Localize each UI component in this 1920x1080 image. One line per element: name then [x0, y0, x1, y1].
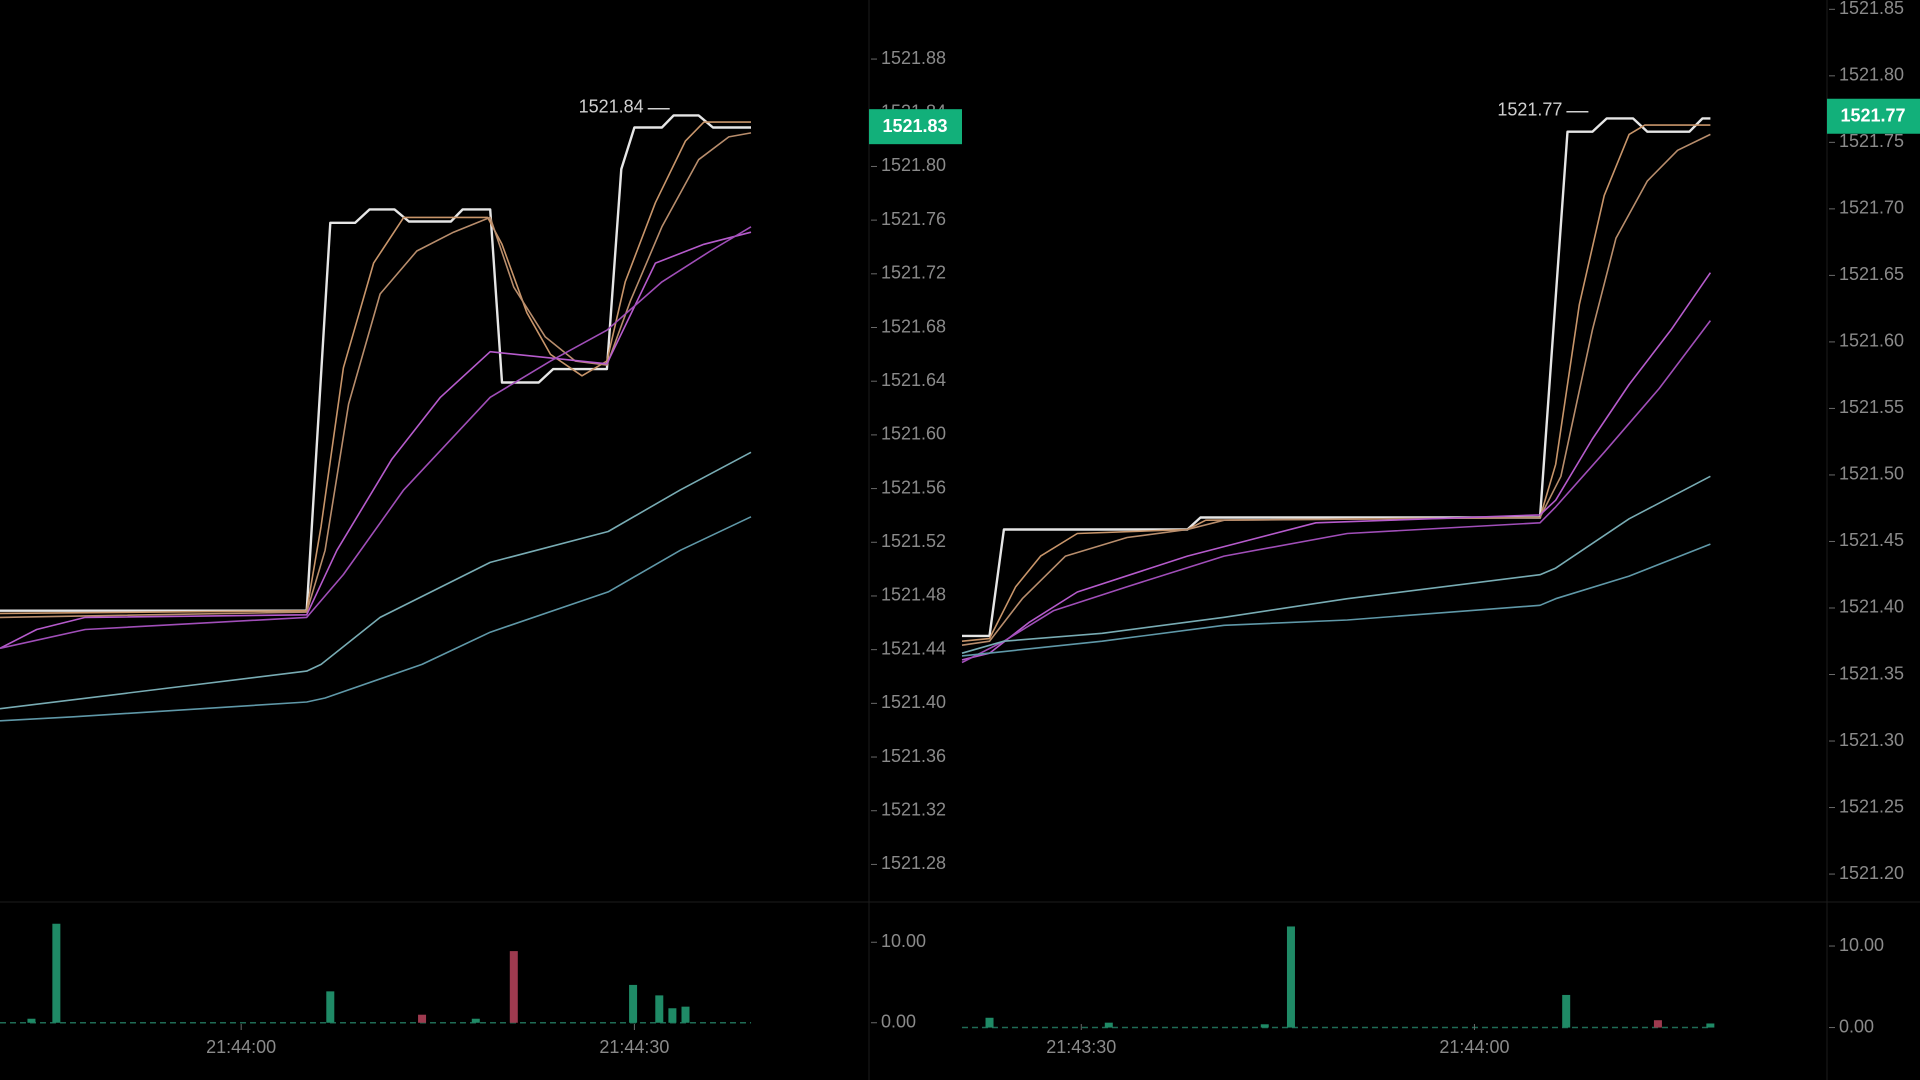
volume-bar [1562, 994, 1571, 1028]
volume-bar [1653, 1020, 1662, 1028]
last-price-box [1827, 98, 1920, 134]
volume-bar [1286, 926, 1295, 1028]
price-line [961, 543, 1711, 657]
price-line [0, 121, 751, 615]
volume-bar [681, 1006, 690, 1023]
price-line [961, 320, 1712, 664]
y-tick-label: 1521.32 [881, 799, 946, 819]
price-line [961, 475, 1711, 654]
y-tick-label: 1521.72 [881, 263, 946, 283]
volume-bar [985, 1017, 994, 1028]
y-tick-label: 1521.70 [1839, 198, 1904, 218]
y-tick-label: 1521.28 [881, 853, 946, 873]
price-line [0, 451, 752, 710]
volume-bar [509, 951, 518, 1023]
volume-tick-label: 10.00 [1839, 935, 1884, 955]
volume-bar [629, 984, 638, 1023]
volume-bar [668, 1008, 677, 1023]
x-tick-label: 21:44:00 [1439, 1037, 1509, 1057]
y-tick-label: 1521.80 [881, 155, 946, 175]
y-tick-label: 1521.76 [881, 209, 946, 229]
price-line [0, 226, 752, 650]
last-price-label: 1521.83 [882, 116, 947, 136]
last-price-label: 1521.77 [1840, 105, 1905, 125]
volume-bar [655, 995, 664, 1023]
x-tick-label: 21:43:30 [1046, 1037, 1116, 1057]
volume-bar [27, 1018, 36, 1023]
y-tick-label: 1521.56 [881, 477, 946, 497]
y-tick-label: 1521.40 [1839, 597, 1904, 617]
y-tick-label: 1521.50 [1839, 464, 1904, 484]
y-tick-label: 1521.45 [1839, 530, 1904, 550]
y-tick-label: 1521.36 [881, 746, 946, 766]
high-price-label: 1521.77 [1497, 99, 1562, 119]
y-tick-label: 1521.75 [1839, 131, 1904, 151]
y-tick-label: 1521.44 [881, 638, 946, 658]
volume-tick-label: 0.00 [881, 1012, 916, 1032]
y-tick-label: 1521.35 [1839, 663, 1904, 683]
y-tick-label: 1521.30 [1839, 730, 1904, 750]
y-tick-label: 1521.48 [881, 585, 946, 605]
y-tick-label: 1521.88 [881, 48, 946, 68]
price-line [961, 133, 1711, 646]
y-tick-label: 1521.55 [1839, 397, 1904, 417]
y-tick-label: 1521.64 [881, 370, 946, 390]
y-tick-label: 1521.60 [881, 424, 946, 444]
volume-bar [1706, 1023, 1715, 1028]
y-tick-label: 1521.65 [1839, 264, 1904, 284]
y-tick-label: 1521.60 [1839, 331, 1904, 351]
volume-bar [1104, 1022, 1113, 1028]
volume-tick-label: 10.00 [881, 931, 926, 951]
y-tick-label: 1521.25 [1839, 796, 1904, 816]
price-line [0, 114, 751, 612]
volume-bar [1260, 1024, 1269, 1028]
x-tick-label: 21:44:00 [206, 1037, 276, 1057]
volume-bar [418, 1014, 427, 1023]
price-line [0, 132, 752, 619]
y-tick-label: 1521.85 [1839, 0, 1904, 18]
volume-bar [326, 991, 335, 1023]
price-line [0, 231, 752, 650]
price-line [962, 117, 1711, 638]
y-tick-label: 1521.68 [881, 316, 946, 336]
y-tick-label: 1521.20 [1839, 863, 1904, 883]
price-line [961, 272, 1712, 661]
price-line [0, 516, 752, 722]
x-tick-label: 21:44:30 [599, 1037, 669, 1057]
y-tick-label: 1521.40 [881, 692, 946, 712]
volume-bar [52, 923, 61, 1023]
y-tick-label: 1521.80 [1839, 65, 1904, 85]
y-tick-label: 1521.52 [881, 531, 946, 551]
last-price-box [869, 109, 962, 145]
high-price-label: 1521.84 [579, 97, 644, 117]
volume-bar [471, 1018, 480, 1023]
volume-tick-label: 0.00 [1839, 1016, 1874, 1036]
